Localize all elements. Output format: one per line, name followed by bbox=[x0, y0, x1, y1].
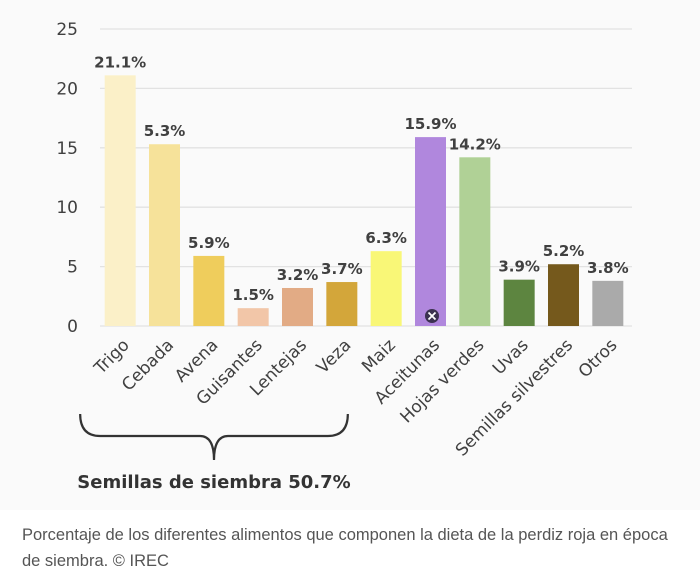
y-tick-label: 25 bbox=[56, 20, 78, 40]
data-label: 3.9% bbox=[498, 258, 540, 276]
bar-otros bbox=[592, 280, 624, 326]
data-label: 5.3% bbox=[144, 122, 186, 140]
bar-uvas bbox=[503, 279, 535, 326]
image-caption: Porcentaje de los diferentes alimentos q… bbox=[22, 522, 682, 574]
bar-veza bbox=[326, 282, 358, 326]
brace-shape bbox=[79, 413, 349, 461]
bar-chart: 0 5 10 15 20 25 21.1% 5.3% 5.9% 1.5%3.2% 3.7%6.3%… bbox=[56, 20, 632, 493]
data-label: 15.9% bbox=[404, 115, 456, 133]
data-label: 3.2% bbox=[277, 266, 319, 284]
bar-trigo bbox=[104, 75, 136, 326]
x-tick-label: Veza bbox=[313, 335, 356, 378]
data-label: 14.2% bbox=[449, 135, 501, 153]
data-label: 1.5% bbox=[232, 286, 274, 304]
caption-line-1: Porcentaje de los diferentes alimentos q… bbox=[22, 526, 668, 544]
data-label: 21.1% bbox=[94, 53, 146, 71]
y-axis: 0 5 10 15 20 25 bbox=[56, 20, 78, 337]
bar-guisantes bbox=[237, 308, 269, 326]
chart-figure: 0 5 10 15 20 25 21.1% 5.3% 5.9% 1.5% 3.2% 3.7% 6.3%… bbox=[56, 20, 632, 493]
data-label: 3.8% bbox=[587, 259, 629, 277]
y-tick-label: 20 bbox=[56, 79, 78, 99]
data-labels: 21.1% 5.3% 5.9% 1.5%3.2% 3.7%6.3% 15.9% 14.2% 3… bbox=[94, 53, 628, 304]
group-label: Semillas de siembra 50.7% bbox=[77, 472, 350, 493]
data-label: 3.7% bbox=[321, 260, 363, 278]
bar-semillas-silvestres bbox=[548, 264, 579, 326]
y-tick-label: 0 bbox=[67, 317, 78, 337]
close-overlay-button[interactable] bbox=[425, 309, 439, 323]
bars bbox=[104, 75, 624, 326]
y-tick-label: 5 bbox=[67, 258, 78, 278]
group-brace: Semillas de siembra 50.7% bbox=[77, 413, 351, 493]
bar-hojas-verdes bbox=[459, 157, 491, 326]
data-label: 5.9% bbox=[188, 234, 230, 252]
y-tick-label: 10 bbox=[56, 198, 78, 218]
data-label: 6.3% bbox=[365, 229, 407, 247]
bar-maiz bbox=[370, 251, 402, 326]
x-tick-label: Otros bbox=[575, 335, 622, 382]
caption-line-2: de siembra. © IREC bbox=[22, 552, 169, 570]
gridlines bbox=[100, 28, 632, 327]
bar-cebada bbox=[149, 144, 180, 326]
bar-aceitunas bbox=[415, 137, 446, 326]
bar-avena bbox=[193, 255, 225, 326]
data-label: 5.2% bbox=[543, 242, 585, 260]
y-tick-label: 15 bbox=[56, 139, 78, 159]
bar-lentejas bbox=[282, 287, 313, 326]
close-icon-glyph bbox=[427, 311, 437, 321]
